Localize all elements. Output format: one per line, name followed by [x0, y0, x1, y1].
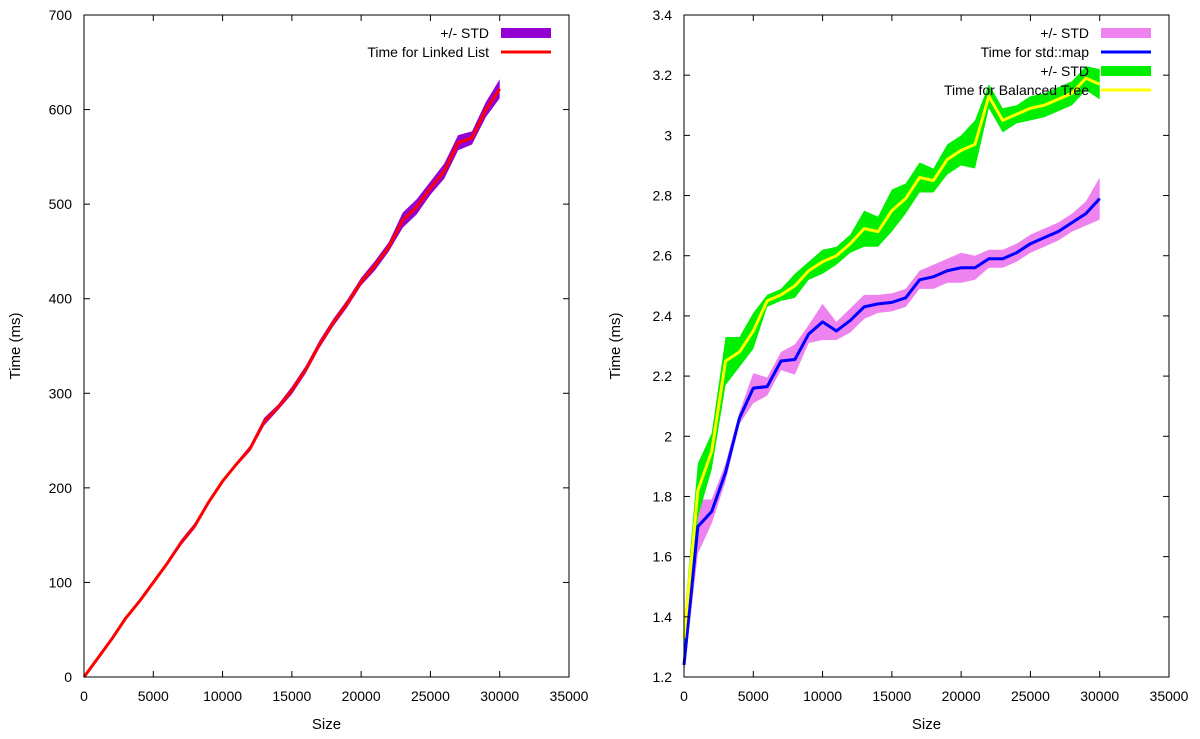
x-tick-label: 5000: [738, 688, 769, 704]
y-tick-label: 2.2: [653, 368, 673, 384]
y-tick-label: 500: [49, 196, 73, 212]
plot-frame: [83, 14, 570, 678]
y-axis-label: Time (ms): [7, 313, 24, 380]
series-line-0: [82, 87, 501, 678]
series-line-1: [682, 76, 1101, 639]
y-tick-label: 0: [64, 669, 72, 685]
x-tick-label: 30000: [1080, 688, 1119, 704]
chart-panel-linked-list: 0 5000 10000 15000 20000 25000 30000 35000 0 100 2…: [7, 7, 589, 733]
y-tick-label: 1.2: [653, 669, 673, 685]
y-tick-label: 3.2: [653, 67, 673, 83]
y-tick-label: 1.6: [653, 549, 673, 565]
y-tick-label: 300: [49, 385, 73, 401]
x-tick-label: 15000: [272, 688, 311, 704]
y-tick-label: 100: [49, 574, 73, 590]
std-band-0: [684, 177, 1100, 674]
y-tick-label: 2.6: [653, 248, 673, 264]
y-tick-label: 400: [49, 291, 73, 307]
y-tick-label: 3: [664, 127, 672, 143]
legend-label-series: Time for Balanced Tree: [944, 82, 1089, 98]
legend-label-std: +/- STD: [1040, 25, 1089, 41]
y-tick-label: 2: [664, 428, 672, 444]
x-tick-label: 30000: [480, 688, 519, 704]
plot-frame: [683, 14, 1170, 678]
x-tick-label: 0: [80, 688, 88, 704]
x-tick-label: 20000: [942, 688, 981, 704]
std-band-0: [84, 79, 500, 678]
x-tick-label: 0: [680, 688, 688, 704]
legend-swatch-std: [501, 28, 551, 38]
x-tick-label: 5000: [138, 688, 169, 704]
y-tick-label: 600: [49, 102, 73, 118]
series-line-0: [682, 197, 1101, 666]
x-tick-label: 15000: [872, 688, 911, 704]
x-tick-label: 10000: [203, 688, 242, 704]
x-tick-label: 20000: [342, 688, 381, 704]
legend-label-series: Time for Linked List: [367, 44, 489, 60]
legend-label-std: +/- STD: [1040, 63, 1089, 79]
x-axis-label: Size: [912, 716, 941, 733]
x-tick-label: 35000: [1150, 688, 1189, 704]
y-tick-label: 700: [49, 7, 73, 23]
x-tick-label: 10000: [803, 688, 842, 704]
chart-panel-map-vs-tree: 0 5000 10000 15000 20000 25000 30000 35000 1.2 1.…: [607, 7, 1189, 733]
y-tick-label: 200: [49, 480, 73, 496]
x-tick-label: 25000: [411, 688, 450, 704]
legend-label-series: Time for std::map: [981, 44, 1090, 60]
y-tick-label: 1.4: [653, 609, 673, 625]
y-tick-label: 3.4: [653, 7, 673, 23]
y-tick-label: 2.8: [653, 188, 673, 204]
y-tick-label: 2.4: [653, 308, 673, 324]
legend-swatch-std: [1101, 66, 1151, 76]
x-axis-label: Size: [312, 716, 341, 733]
y-tick-label: 1.8: [653, 488, 673, 504]
y-axis-label: Time (ms): [607, 313, 624, 380]
legend-label-std: +/- STD: [440, 25, 489, 41]
legend-swatch-std: [1101, 28, 1151, 38]
x-tick-label: 35000: [550, 688, 589, 704]
x-tick-label: 25000: [1011, 688, 1050, 704]
